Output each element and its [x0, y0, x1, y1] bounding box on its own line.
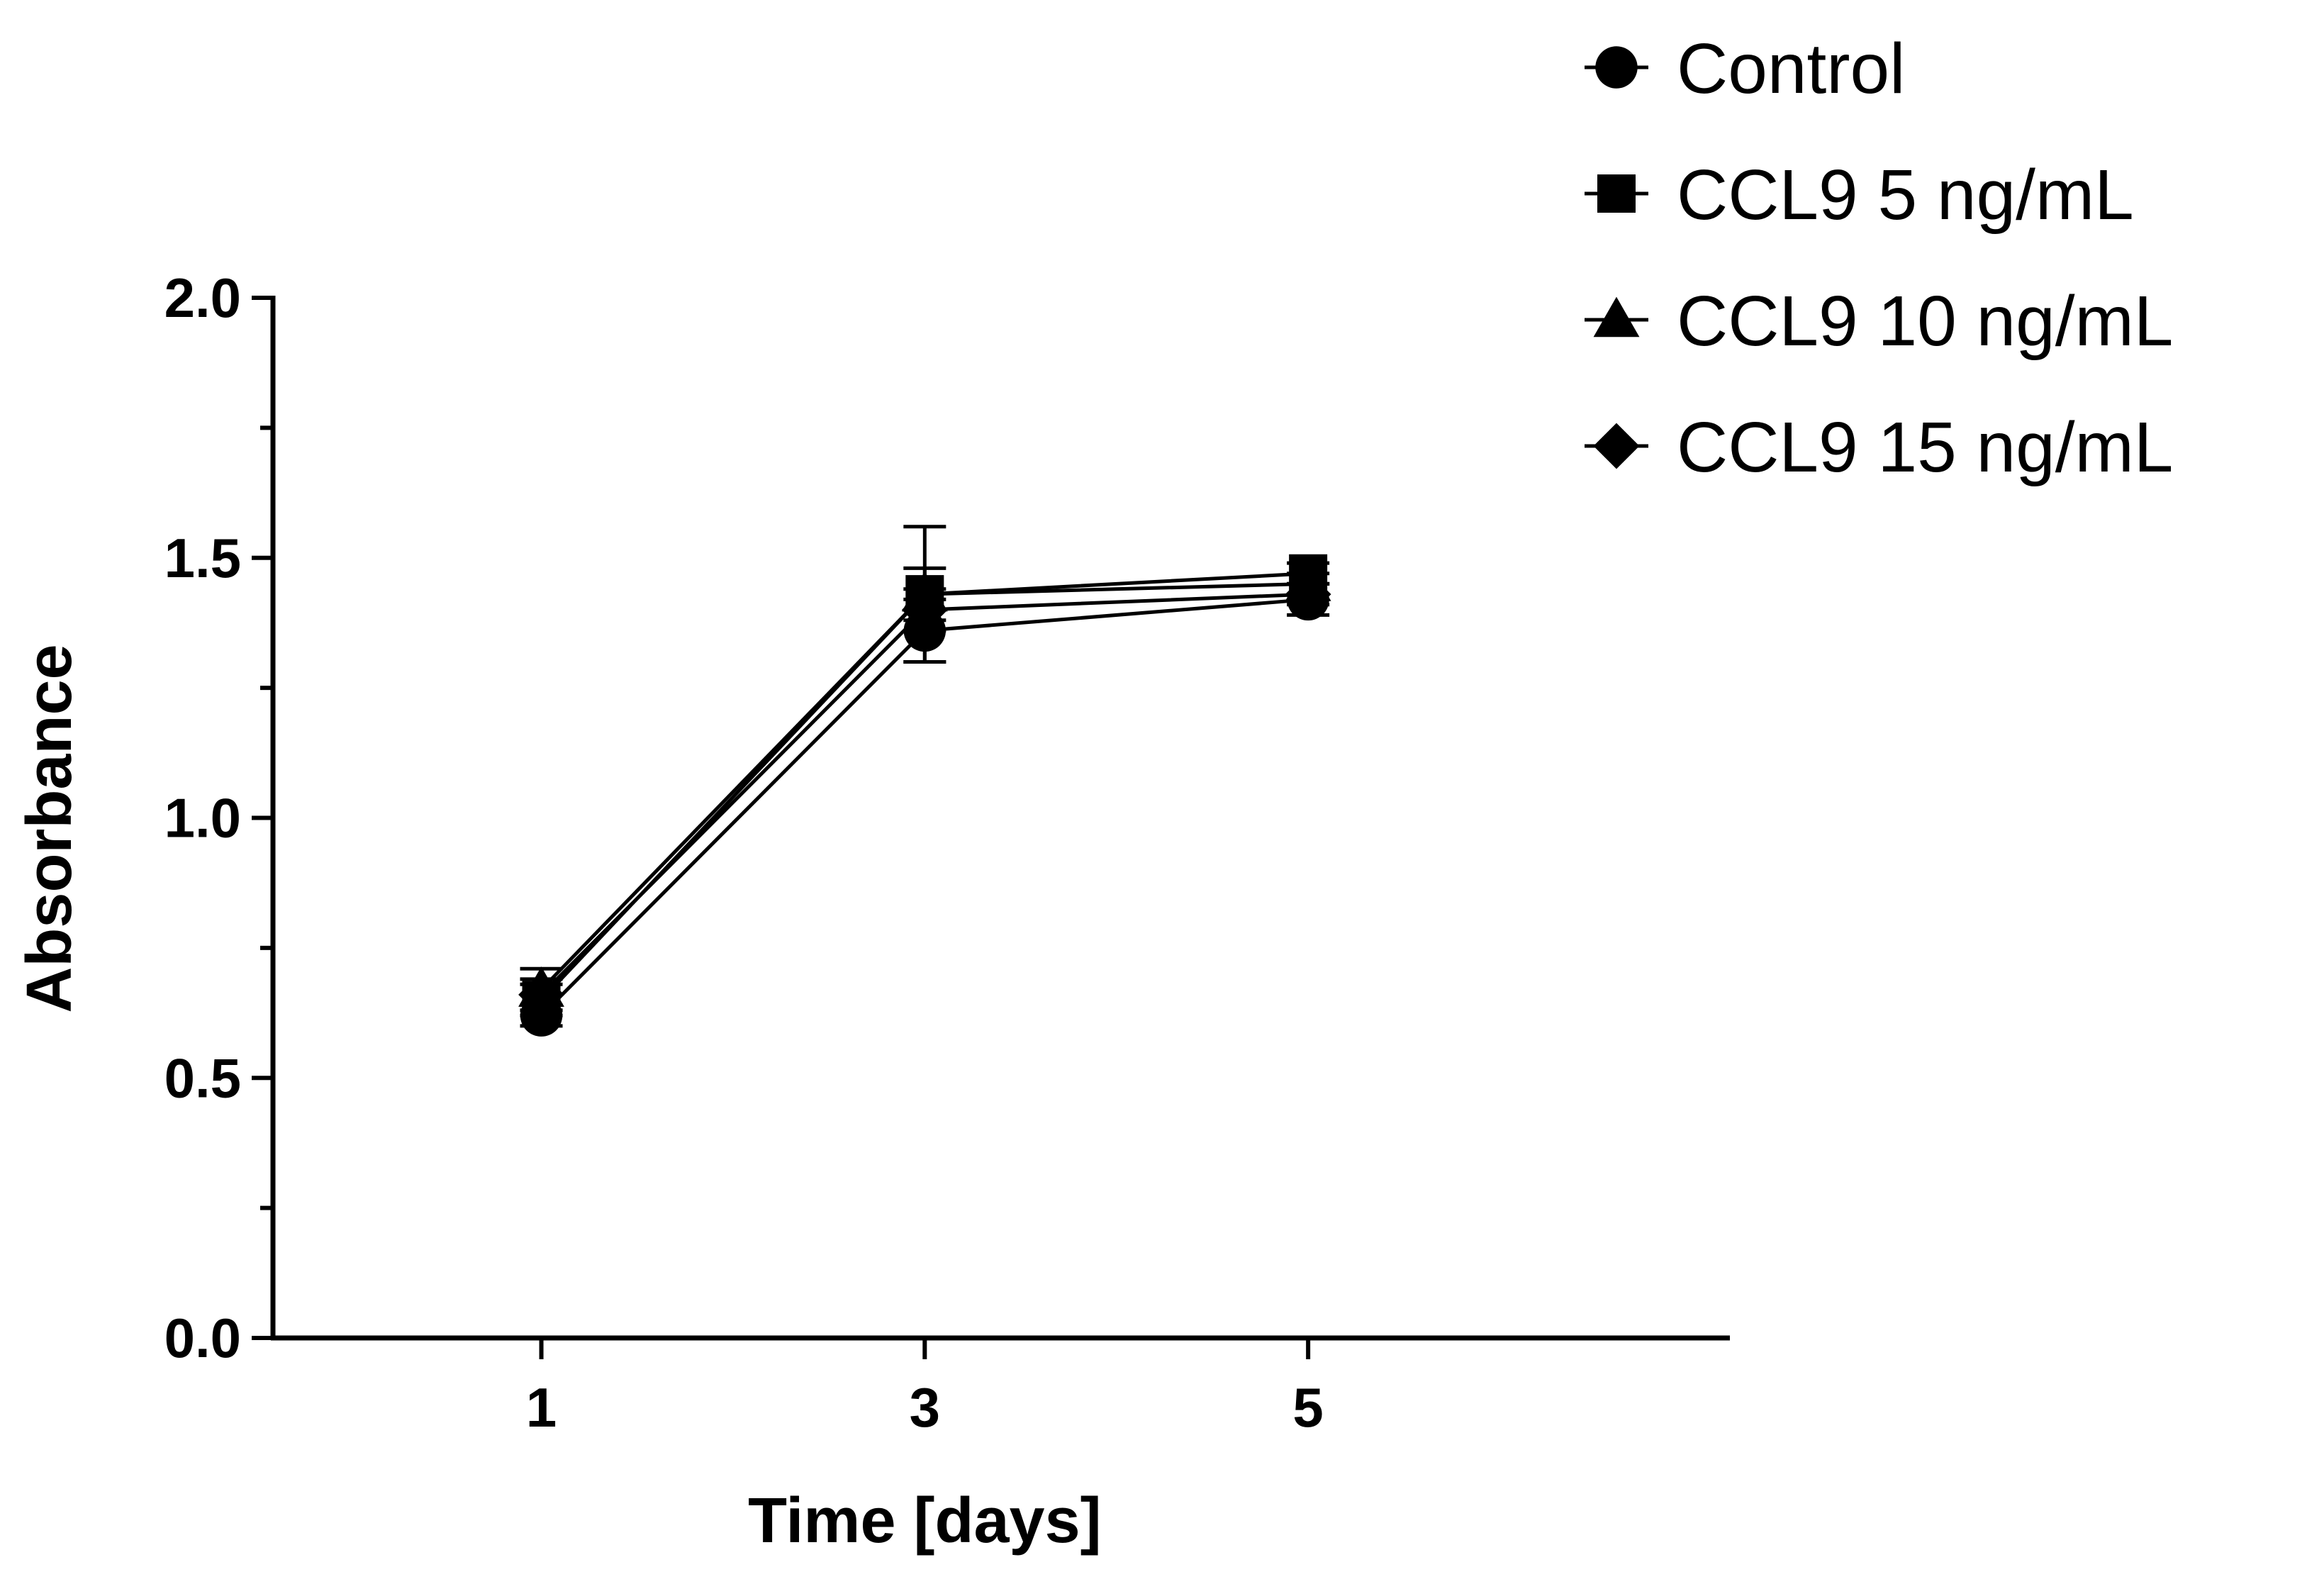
legend-label: Control: [1677, 29, 1905, 108]
legend-item: Control: [1585, 29, 1905, 108]
y-tick-label: 1.0: [164, 787, 241, 849]
legend-marker-square: [1597, 174, 1636, 213]
data-series: [518, 525, 1331, 1037]
legend-item: CCL9 15 ng/mL: [1585, 408, 2173, 487]
x-tick-label: 5: [1292, 1376, 1323, 1439]
data-point: [901, 586, 948, 633]
series-ccl9-15-ng-ml: [518, 571, 1331, 1018]
legend-item: CCL9 10 ng/mL: [1585, 281, 2173, 361]
y-tick-label: 0.5: [164, 1047, 241, 1109]
x-tick-label: 1: [526, 1376, 557, 1439]
x-tick-label: 3: [910, 1376, 940, 1439]
x-axis-title: Time [days]: [748, 1485, 1102, 1556]
legend-marker-circle: [1595, 46, 1638, 89]
x-axis-ticks: 1 3 5: [526, 1338, 1324, 1439]
legend-label: CCL9 5 ng/mL: [1677, 155, 2134, 235]
legend-marker-triangle: [1593, 296, 1640, 338]
legend-label: CCL9 10 ng/mL: [1677, 281, 2173, 361]
data-point: [1285, 571, 1331, 618]
y-tick-label: 1.5: [164, 527, 241, 589]
y-tick-label: 2.0: [164, 267, 241, 329]
y-axis-ticks: 0.0 0.5 1.0 1.5 2.0: [164, 267, 273, 1369]
legend-marker-diamond: [1593, 423, 1640, 469]
legend-item: CCL9 5 ng/mL: [1585, 155, 2134, 235]
legend-label: CCL9 15 ng/mL: [1677, 408, 2173, 487]
y-tick-label: 0.0: [164, 1307, 241, 1369]
axes: 0.0 0.5 1.0 1.5 2.0 1 3 5: [164, 267, 1730, 1439]
data-point: [518, 971, 564, 1018]
legend: Control CCL9 5 ng/mL CCL9 10 ng/mL CCL9 15 …: [1585, 29, 2173, 487]
y-axis-title: Absorbance: [14, 644, 85, 1013]
